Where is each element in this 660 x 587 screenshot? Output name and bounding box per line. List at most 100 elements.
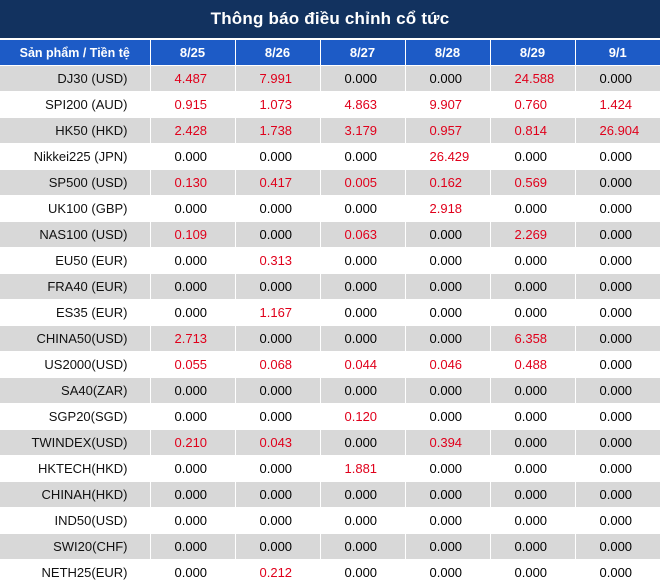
dividend-value-cell: 0.000	[404, 377, 490, 404]
dividend-value-cell: 0.000	[574, 559, 660, 585]
table-row: EU50 (EUR) 0.000 0.313 0.000 0.000 0.000 0.000	[0, 247, 660, 274]
column-header-date: 9/1	[574, 40, 660, 66]
dividend-value-cell: 0.000	[319, 429, 405, 456]
dividend-value-cell: 0.000	[489, 429, 575, 456]
dividend-value-cell: 0.000	[319, 143, 405, 170]
dividend-value-cell: 0.210	[149, 429, 235, 456]
dividend-value-cell: 0.000	[574, 247, 660, 274]
product-cell: NAS100 (USD)	[0, 221, 150, 248]
dividend-value-cell: 0.000	[234, 533, 320, 560]
table-row: TWINDEX(USD) 0.210 0.043 0.000 0.394 0.000 0.0…	[0, 429, 660, 456]
dividend-value-cell: 2.269	[489, 221, 575, 248]
product-cell: HK50 (HKD)	[0, 117, 150, 144]
dividend-value-cell: 1.738	[234, 117, 320, 144]
dividend-value-cell: 26.429	[404, 143, 490, 170]
dividend-value-cell: 0.000	[319, 247, 405, 274]
dividend-value-cell: 0.055	[149, 351, 235, 378]
product-cell: DJ30 (USD)	[0, 65, 150, 92]
table-row: CHINAH(HKD) 0.000 0.000 0.000 0.000 0.000 0.00…	[0, 481, 660, 508]
product-cell: NETH25(EUR)	[0, 559, 150, 585]
table-header-row: Sản phẩm / Tiền tệ 8/25 8/26 8/27 8/28 8…	[0, 40, 660, 66]
dividend-value-cell: 0.000	[149, 377, 235, 404]
product-cell: UK100 (GBP)	[0, 195, 150, 222]
table-row: HKTECH(HKD) 0.000 0.000 1.881 0.000 0.000 0.00…	[0, 455, 660, 482]
dividend-value-cell: 7.991	[234, 65, 320, 92]
product-cell: Nikkei225 (JPN)	[0, 143, 150, 170]
column-header-date: 8/29	[489, 40, 575, 66]
table-row: FRA40 (EUR) 0.000 0.000 0.000 0.000 0.000 0.00…	[0, 273, 660, 300]
dividend-value-cell: 0.000	[574, 273, 660, 300]
dividend-value-cell: 0.000	[574, 455, 660, 482]
dividend-value-cell: 0.000	[149, 247, 235, 274]
dividend-value-cell: 0.000	[574, 221, 660, 248]
table-row: SA40(ZAR) 0.000 0.000 0.000 0.000 0.000 0.000	[0, 377, 660, 404]
dividend-value-cell: 3.179	[319, 117, 405, 144]
dividend-value-cell: 0.957	[404, 117, 490, 144]
table-row: Nikkei225 (JPN) 0.000 0.000 0.000 26.429 0.00…	[0, 143, 660, 170]
dividend-value-cell: 0.000	[319, 325, 405, 352]
dividend-value-cell: 1.881	[319, 455, 405, 482]
table-row: NETH25(EUR) 0.000 0.212 0.000 0.000 0.000 0.00…	[0, 559, 660, 585]
dividend-value-cell: 26.904	[574, 117, 660, 144]
dividend-value-cell: 0.000	[234, 403, 320, 430]
dividend-value-cell: 0.000	[149, 481, 235, 508]
dividend-value-cell: 0.043	[234, 429, 320, 456]
dividend-value-cell: 0.394	[404, 429, 490, 456]
dividend-value-cell: 0.000	[404, 65, 490, 92]
dividend-value-cell: 0.000	[404, 299, 490, 326]
dividend-value-cell: 0.000	[574, 65, 660, 92]
dividend-value-cell: 0.000	[404, 221, 490, 248]
dividend-value-cell: 0.915	[149, 91, 235, 118]
dividend-table: Sản phẩm / Tiền tệ 8/25 8/26 8/27 8/28 8…	[0, 40, 660, 585]
dividend-value-cell: 0.000	[319, 195, 405, 222]
column-header-date: 8/27	[319, 40, 405, 66]
dividend-value-cell: 0.044	[319, 351, 405, 378]
dividend-value-cell: 0.000	[149, 559, 235, 585]
product-cell: SP500 (USD)	[0, 169, 150, 196]
dividend-value-cell: 0.000	[574, 507, 660, 534]
dividend-value-cell: 0.000	[489, 377, 575, 404]
column-header-date: 8/25	[149, 40, 235, 66]
dividend-value-cell: 0.000	[574, 481, 660, 508]
column-header-product: Sản phẩm / Tiền tệ	[0, 40, 150, 66]
page-title: Thông báo điều chỉnh cổ tức	[0, 0, 660, 40]
product-cell: SPI200 (AUD)	[0, 91, 150, 118]
product-cell: FRA40 (EUR)	[0, 273, 150, 300]
dividend-value-cell: 0.063	[319, 221, 405, 248]
dividend-value-cell: 0.000	[149, 403, 235, 430]
table-row: DJ30 (USD) 4.487 7.991 0.000 0.000 24.588 0.00…	[0, 65, 660, 92]
product-cell: US2000(USD)	[0, 351, 150, 378]
dividend-value-cell: 0.000	[234, 325, 320, 352]
dividend-value-cell: 0.000	[404, 455, 490, 482]
dividend-value-cell: 1.424	[574, 91, 660, 118]
dividend-value-cell: 0.109	[149, 221, 235, 248]
dividend-value-cell: 0.000	[319, 507, 405, 534]
dividend-value-cell: 6.358	[489, 325, 575, 352]
dividend-value-cell: 0.130	[149, 169, 235, 196]
dividend-value-cell: 2.918	[404, 195, 490, 222]
dividend-value-cell: 0.000	[319, 533, 405, 560]
dividend-value-cell: 0.000	[234, 143, 320, 170]
dividend-value-cell: 0.488	[489, 351, 575, 378]
dividend-value-cell: 0.000	[234, 221, 320, 248]
table-row: SPI200 (AUD) 0.915 1.073 4.863 9.907 0.760 1.4…	[0, 91, 660, 118]
table-row: SWI20(CHF) 0.000 0.000 0.000 0.000 0.000 0.000	[0, 533, 660, 560]
dividend-value-cell: 1.073	[234, 91, 320, 118]
column-header-date: 8/28	[404, 40, 490, 66]
dividend-value-cell: 0.000	[149, 195, 235, 222]
dividend-value-cell: 0.569	[489, 169, 575, 196]
dividend-value-cell: 0.417	[234, 169, 320, 196]
dividend-value-cell: 2.713	[149, 325, 235, 352]
dividend-value-cell: 0.000	[574, 377, 660, 404]
table-row: ES35 (EUR) 0.000 1.167 0.000 0.000 0.000 0.000	[0, 299, 660, 326]
table-row: SP500 (USD) 0.130 0.417 0.005 0.162 0.569 0.00…	[0, 169, 660, 196]
dividend-value-cell: 0.814	[489, 117, 575, 144]
dividend-value-cell: 0.000	[574, 299, 660, 326]
product-cell: HKTECH(HKD)	[0, 455, 150, 482]
dividend-value-cell: 0.000	[574, 403, 660, 430]
dividend-value-cell: 0.068	[234, 351, 320, 378]
dividend-value-cell: 0.000	[234, 481, 320, 508]
product-cell: CHINA50(USD)	[0, 325, 150, 352]
table-row: US2000(USD) 0.055 0.068 0.044 0.046 0.488 0.00…	[0, 351, 660, 378]
